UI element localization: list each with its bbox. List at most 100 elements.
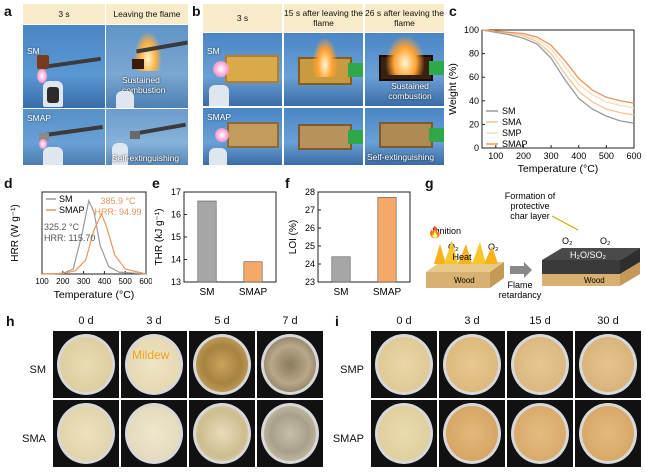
c-ytick-label-3: 60 <box>469 72 479 82</box>
g-leader-line <box>551 215 579 231</box>
photo-b-sm-3s <box>203 33 282 106</box>
d-xtick-label-2: 300 <box>77 277 91 286</box>
h-mildew-label: Mildew <box>132 348 170 362</box>
c-plot-frame <box>481 29 635 149</box>
c-xtick-label-5: 600 <box>626 151 641 161</box>
wood-block-burning <box>426 240 504 288</box>
c-ytick-label-1: 20 <box>469 119 479 129</box>
g-heat: Heat <box>452 252 472 262</box>
d-xtick-label-1: 200 <box>56 277 70 286</box>
panel-label-e: e <box>152 175 160 191</box>
i-dish-smp-1 <box>439 331 505 398</box>
f-ytick-label-3: 26 <box>305 223 315 233</box>
i-day-label-0: 0 d <box>396 315 412 327</box>
h-row-label-sm: SM <box>29 364 47 376</box>
annotation-sm-temp: 325.2 °C <box>44 222 80 232</box>
i-dish-smp-0 <box>371 331 437 398</box>
chart-f-loi: 23 24 25 26 27 28 LOI (%) SM SMAP <box>288 188 411 298</box>
i-dish-smap-3 <box>575 400 641 467</box>
c-xtick-label-4: 500 <box>599 151 614 161</box>
g-o2-right-2: O₂ <box>600 236 611 246</box>
g-formation-line2: protective <box>510 201 549 211</box>
g-h2o-so2: H₂O/SO₂ <box>570 250 606 260</box>
annotation-sm-hrr: HRR: 115.70 <box>44 233 95 243</box>
i-dish-smp-2 <box>507 331 573 398</box>
i-row-label-smap: SMAP <box>332 433 364 445</box>
chart-e-thr: 13 14 15 16 17 THR (kJ g⁻¹) SM SMAP <box>154 188 277 298</box>
f-ytick-label-2: 25 <box>305 241 315 251</box>
caption-sustained-a: Sustained combustion <box>122 75 166 95</box>
row-label-a-sm: SM <box>27 46 40 56</box>
g-flame-line2: retardancy <box>499 290 542 300</box>
h-dish-sm-2 <box>189 331 255 398</box>
e-ylabel: THR (kJ g⁻¹) <box>154 209 165 266</box>
i-day-label-2: 15 d <box>529 315 551 327</box>
panel-b-header-3: 26 s after leaving the flame <box>365 4 444 32</box>
photo-a-smap-3s <box>23 109 105 165</box>
panel-label-f: f <box>285 175 290 191</box>
panel-a-header-1: 3 s <box>23 4 105 24</box>
f-bar-sm <box>331 256 351 283</box>
d-plot-frame <box>41 191 147 275</box>
panel-b-header-1: 3 s <box>203 4 282 32</box>
f-xtick-label-sm: SM <box>334 287 349 298</box>
g-ignition: Ignition <box>432 226 461 236</box>
i-dish-smap-1 <box>439 400 505 467</box>
e-bar-sm <box>197 200 217 283</box>
g-o2-left-2: O₂ <box>488 242 499 252</box>
d-legend-label-sm: SM <box>59 194 73 204</box>
g-flame-line1: Flame <box>507 280 532 290</box>
d-xtick-label-3: 400 <box>98 277 112 286</box>
h-day-label-1: 3 d <box>146 315 162 327</box>
g-o2-right-1: O₂ <box>562 236 573 246</box>
photo-b-sm-15s <box>284 33 363 106</box>
g-wood-1: Wood <box>454 276 475 285</box>
g-formation-line3: char layer <box>510 211 550 221</box>
panel-label-c: c <box>449 3 457 19</box>
c-ylabel: Weight (%) <box>447 63 459 115</box>
c-xtick-label-0: 100 <box>488 151 503 161</box>
g-wood-2: Wood <box>584 276 605 285</box>
e-ytick-label-1: 14 <box>171 255 181 265</box>
c-xtick-label-1: 200 <box>516 151 531 161</box>
h-row-label-sma: SMA <box>22 433 46 445</box>
c-ytick-label-4: 80 <box>469 49 479 59</box>
c-ytick-label-5: 100 <box>464 25 479 35</box>
c-ytick-label-2: 40 <box>469 96 479 106</box>
c-series-line-sma <box>481 29 635 116</box>
photo-b-sm-26s: Sustained combustion <box>365 33 444 106</box>
photo-a-sm-3s <box>23 25 105 108</box>
h-dish-sm-0 <box>53 331 119 398</box>
panel-label-i: i <box>335 313 339 329</box>
c-ytick-label-0: 0 <box>474 143 479 153</box>
h-dish-sma-1 <box>121 400 187 467</box>
c-legend-label-sma: SMA <box>502 117 522 127</box>
fire-icon: 🔥 <box>428 226 442 239</box>
i-dish-smap-2 <box>507 400 573 467</box>
c-legend-label-smp: SMP <box>502 128 522 138</box>
f-bar-smap <box>377 197 397 283</box>
panel-label-d: d <box>4 175 13 191</box>
row-label-a-smap: SMAP <box>27 113 52 123</box>
panel-label-g: g <box>425 175 434 191</box>
panel-label-a: a <box>4 3 12 19</box>
h-day-label-0: 0 d <box>78 315 94 327</box>
chart-c-tga: 100 200 300 400 500 600 0 20 40 60 80 100 Temperatur… <box>447 25 642 175</box>
i-day-label-3: 30 d <box>597 315 619 327</box>
annotation-smap-hrr: HRR: 94.99 <box>94 207 141 217</box>
i-row-label-smp: SMP <box>340 364 364 376</box>
e-ytick-label-4: 17 <box>171 188 181 197</box>
photo-b-smap-3s <box>203 108 282 165</box>
c-legend-label-sm: SM <box>502 106 516 116</box>
f-ytick-label-5: 28 <box>305 188 315 197</box>
row-label-b-sm: SM <box>207 46 220 56</box>
panel-label-h: h <box>6 313 15 329</box>
g-formation-line1: Formation of <box>505 191 556 201</box>
f-ytick-label-4: 27 <box>305 205 315 215</box>
d-ylabel: HRR (W g⁻¹) <box>10 204 21 262</box>
h-day-label-2: 5 d <box>214 315 230 327</box>
c-xlabel: Temperature (°C) <box>518 163 599 175</box>
f-xtick-label-smap: SMAP <box>373 287 402 298</box>
panel-label-b: b <box>192 3 201 19</box>
photo-a-sm-leaving: Sustained combustion <box>106 25 188 108</box>
